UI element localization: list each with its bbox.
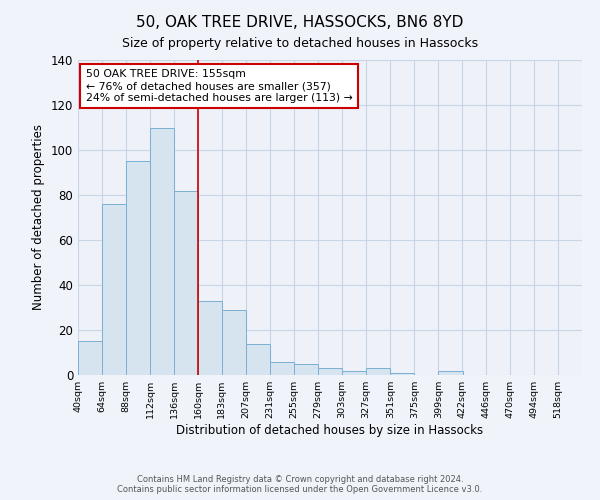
Text: 50 OAK TREE DRIVE: 155sqm
← 76% of detached houses are smaller (357)
24% of semi: 50 OAK TREE DRIVE: 155sqm ← 76% of detac… [86,70,352,102]
Bar [102,204,126,375]
Bar [294,364,318,375]
Bar [199,300,221,375]
X-axis label: Distribution of detached houses by size in Hassocks: Distribution of detached houses by size … [176,424,484,437]
Bar [126,161,150,375]
Bar [78,341,102,375]
Bar [366,368,390,375]
Bar [175,190,199,375]
Text: Contains HM Land Registry data © Crown copyright and database right 2024.
Contai: Contains HM Land Registry data © Crown c… [118,474,482,494]
Bar [390,373,415,375]
Text: 50, OAK TREE DRIVE, HASSOCKS, BN6 8YD: 50, OAK TREE DRIVE, HASSOCKS, BN6 8YD [136,15,464,30]
Bar [270,362,294,375]
Bar [439,370,463,375]
Bar [342,370,366,375]
Text: Size of property relative to detached houses in Hassocks: Size of property relative to detached ho… [122,38,478,51]
Bar [150,128,175,375]
Bar [318,368,342,375]
Y-axis label: Number of detached properties: Number of detached properties [32,124,45,310]
Bar [245,344,270,375]
Bar [221,310,245,375]
